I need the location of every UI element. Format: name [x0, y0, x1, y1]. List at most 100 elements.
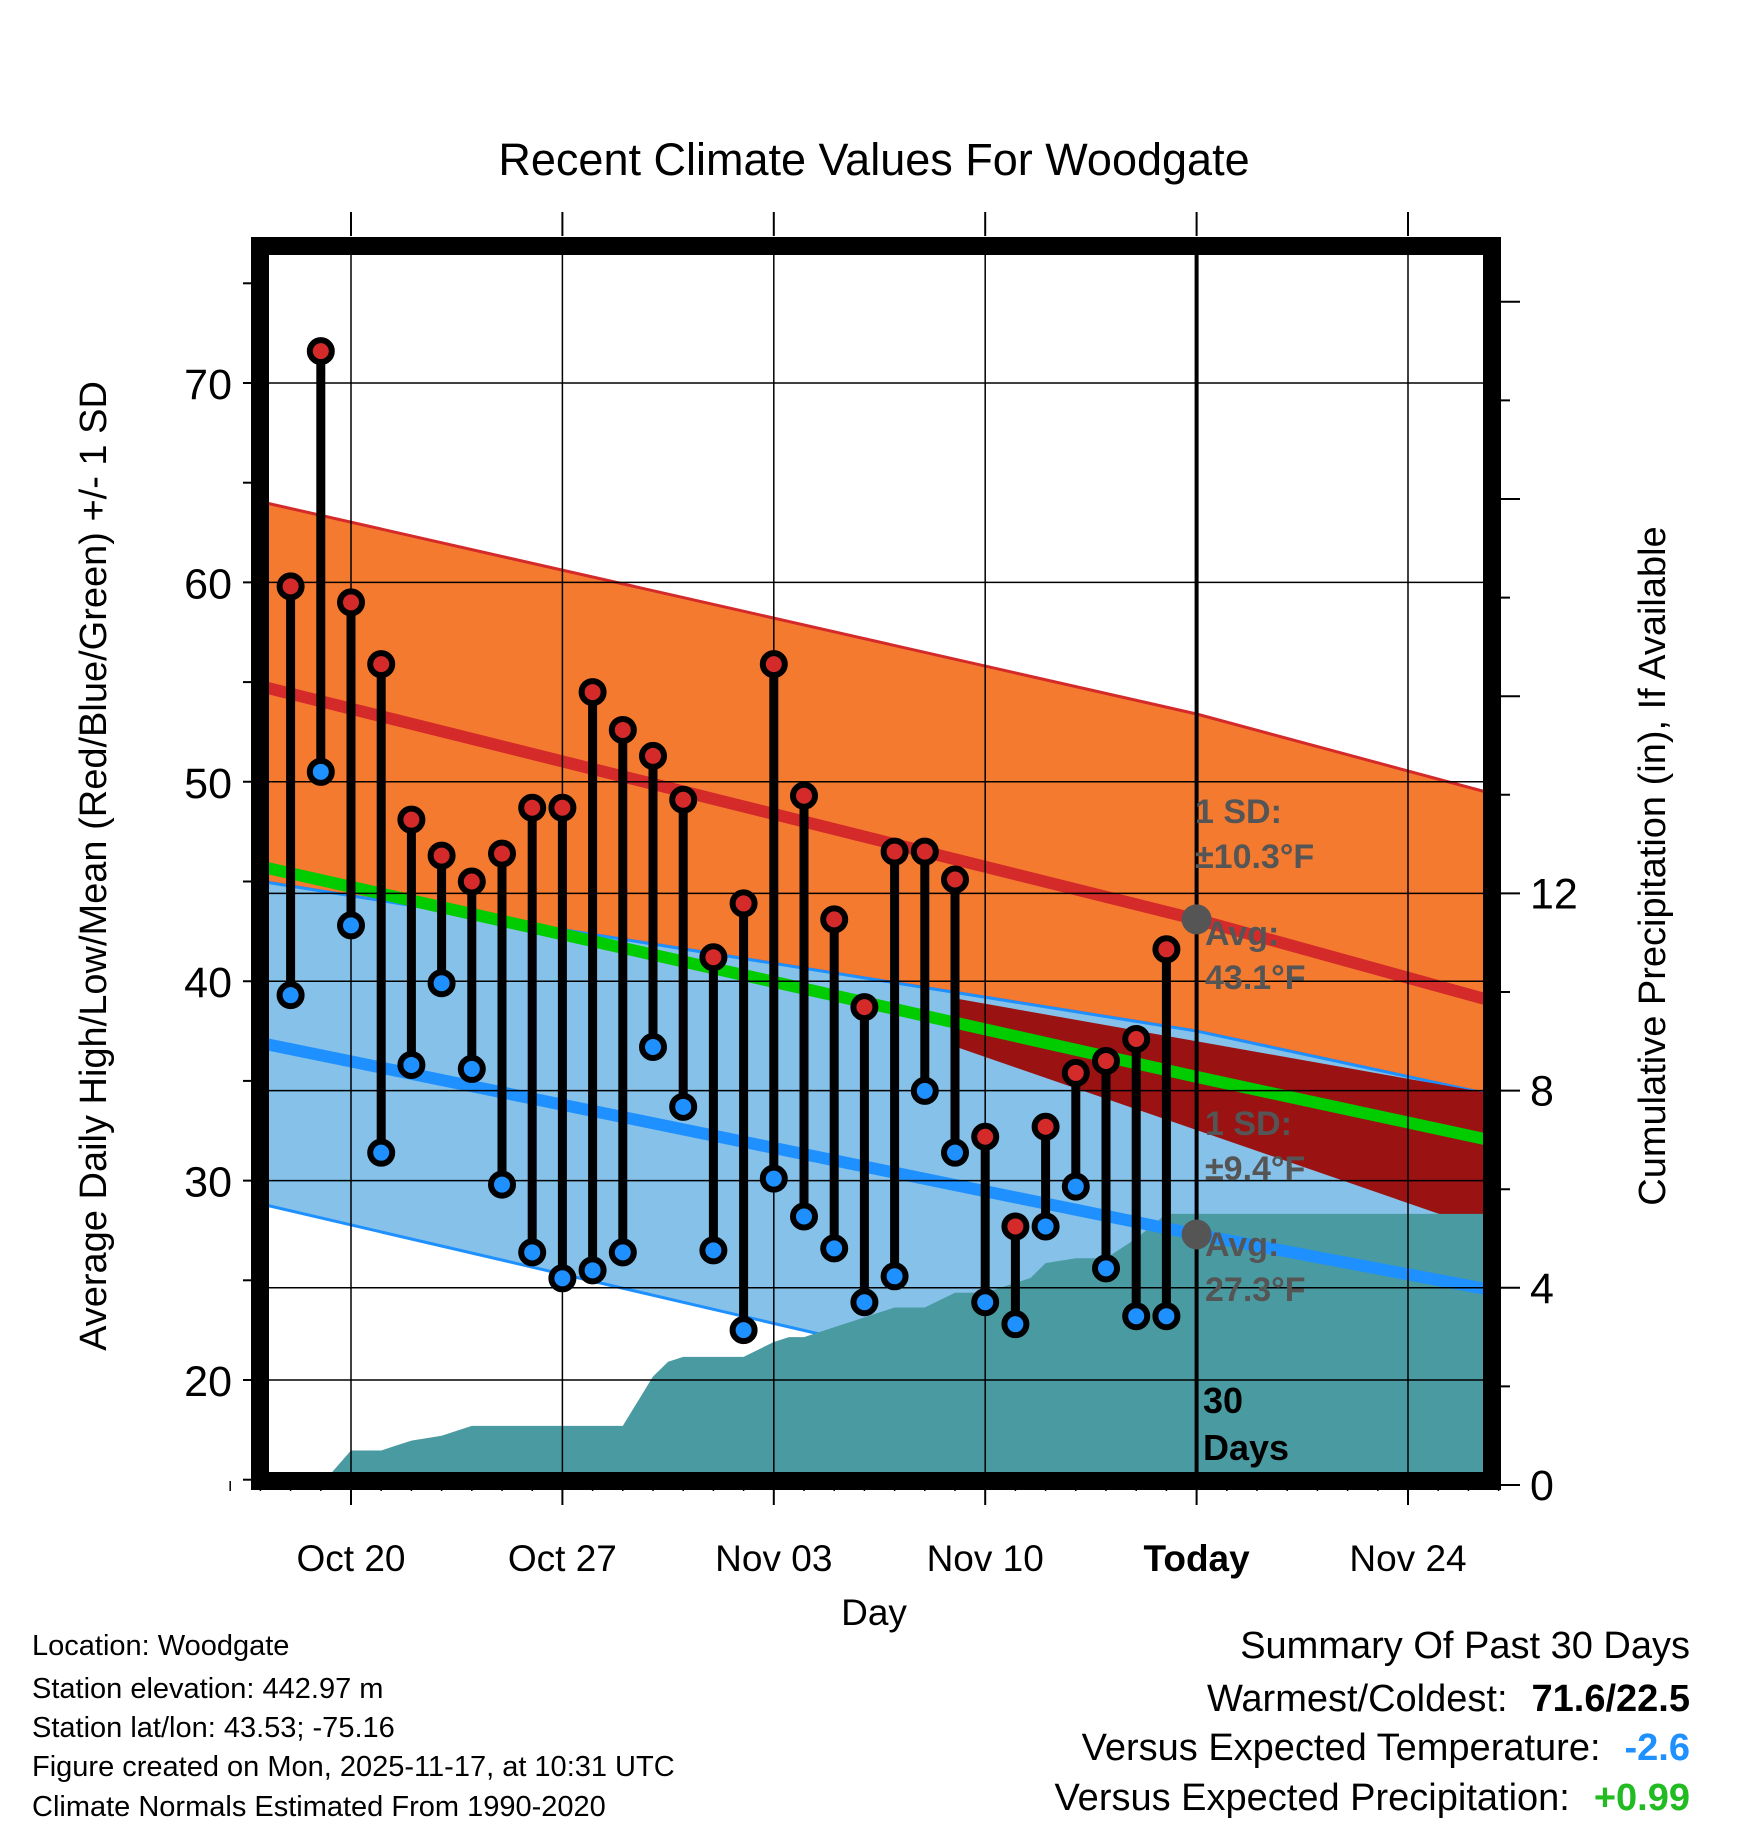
low-avg-label: Avg:	[1205, 1226, 1279, 1264]
high-temp-point	[427, 841, 456, 870]
high-temp-point	[1152, 935, 1181, 964]
high-temp-point	[548, 793, 577, 822]
low-sd-value: ±9.4°F	[1205, 1150, 1305, 1188]
high-sd-value: ±10.3°F	[1195, 838, 1314, 876]
summary-title-text: Summary Of Past 30 Days	[1240, 1625, 1690, 1667]
high-temp-point	[1122, 1025, 1151, 1054]
high-temp-point	[306, 337, 335, 366]
low-temp-point	[1031, 1212, 1060, 1241]
high-temp-point	[1031, 1112, 1060, 1141]
y2-tick-label: 8	[1530, 1068, 1554, 1116]
high-temp-point	[518, 793, 547, 822]
y-tick-label: 40	[184, 959, 232, 1007]
low-temp-point	[1001, 1310, 1030, 1339]
warmest-value: 71.6/22.5	[1531, 1678, 1690, 1720]
warmest-label: Warmest/Coldest:	[1206, 1678, 1508, 1720]
high-temp-point	[639, 741, 667, 770]
low-temp-point	[457, 1054, 486, 1083]
y2-tick-label: 4	[1530, 1265, 1554, 1313]
low-temp-point	[971, 1288, 1000, 1317]
precip-value: +0.99	[1593, 1777, 1690, 1819]
low-temp-point	[488, 1170, 516, 1199]
y-tick-label: 30	[184, 1159, 232, 1207]
summary-precip: Versus Expected Precipitation: +0.99	[1054, 1779, 1690, 1817]
figure-created: Figure created on Mon, 2025-11-17, at 10…	[32, 1751, 675, 1783]
x-tick-label: Nov 10	[927, 1538, 1044, 1579]
high-temp-point	[669, 785, 698, 814]
days-count-label: 30	[1203, 1380, 1243, 1421]
y-tick-label: 70	[184, 361, 232, 409]
high-temp-point	[941, 865, 969, 894]
days-unit-label: Days	[1203, 1427, 1289, 1468]
summary-warmest: Warmest/Coldest: 71.6/22.5	[1207, 1680, 1690, 1718]
station-location: Location: Woodgate	[32, 1630, 290, 1662]
summary-temp: Versus Expected Temperature: -2.6	[1082, 1729, 1690, 1767]
low-temp-point	[578, 1256, 607, 1285]
high-temp-point	[367, 650, 396, 679]
low-temp-point	[548, 1264, 577, 1293]
high-temp-point	[729, 889, 758, 918]
high-temp-point	[1092, 1046, 1120, 1075]
y-tick-label: 20	[184, 1358, 232, 1406]
low-temp-point	[820, 1234, 849, 1263]
high-temp-point	[910, 837, 939, 866]
high-sd-label: 1 SD:	[1195, 793, 1282, 831]
y-axis-label: Average Daily High/Low/Mean (Red/Blue/Gr…	[73, 381, 115, 1351]
chart-title: Recent Climate Values For Woodgate	[498, 134, 1249, 185]
high-temp-point	[488, 839, 516, 868]
low-temp-point	[729, 1316, 758, 1345]
station-elevation: Station elevation: 442.97 m	[32, 1673, 384, 1705]
y2-axis-label: Cumulative Precipitation (in), If Availa…	[1632, 526, 1674, 1205]
plot-area: 1 SD: ±10.3°F Avg: 43.1°F 1 SD: ±9.4°F Avg: 27.…	[184, 212, 1578, 1579]
y-tick-label: 60	[184, 560, 232, 608]
high-temp-point	[790, 781, 818, 810]
station-latlon: Station lat/lon: 43.53; -75.16	[32, 1712, 395, 1744]
low-temp-point	[367, 1138, 396, 1167]
low-temp-point	[1152, 1302, 1181, 1331]
low-temp-point	[1092, 1254, 1120, 1283]
y-tick-label: 50	[184, 760, 232, 808]
low-avg-today-marker	[1181, 1219, 1212, 1250]
high-temp-point	[1061, 1058, 1090, 1087]
low-sd-label: 1 SD:	[1205, 1105, 1292, 1143]
normals-period: Climate Normals Estimated From 1990-2020	[32, 1791, 606, 1823]
x-tick-label: Today	[1143, 1538, 1250, 1579]
low-temp-point	[850, 1288, 879, 1317]
y2-tick-label: 12	[1530, 870, 1578, 918]
x-tick-label: Nov 03	[715, 1538, 832, 1579]
high-temp-point	[397, 805, 426, 834]
x-tick-label: Oct 20	[297, 1538, 406, 1579]
high-avg-today-marker	[1181, 904, 1212, 935]
low-temp-point	[1061, 1172, 1090, 1201]
high-temp-point	[337, 588, 365, 617]
low-temp-point	[518, 1238, 547, 1267]
x-axis-label: Day	[841, 1592, 907, 1633]
low-temp-point	[699, 1236, 728, 1265]
high-temp-point	[276, 572, 305, 601]
plot-frame	[251, 237, 1501, 1490]
x-tick-label: Oct 27	[508, 1538, 617, 1579]
low-temp-point	[790, 1202, 818, 1231]
low-temp-point	[639, 1033, 667, 1062]
high-temp-point	[578, 678, 607, 707]
high-avg-value: 43.1°F	[1205, 959, 1306, 997]
low-temp-point	[941, 1138, 969, 1167]
x-tick-label: Nov 24	[1349, 1538, 1466, 1579]
low-avg-value: 27.3°F	[1205, 1271, 1306, 1309]
precip-label: Versus Expected Precipitation:	[1054, 1777, 1570, 1819]
high-temp-point	[457, 867, 486, 896]
low-temp-point	[397, 1050, 426, 1079]
low-temp-point	[608, 1238, 637, 1267]
high-temp-point	[699, 943, 728, 972]
y2-tick-label: 0	[1530, 1462, 1554, 1510]
low-temp-point	[306, 757, 335, 786]
low-temp-point	[276, 981, 305, 1010]
summary-title: Summary Of Past 30 Days	[1240, 1627, 1690, 1665]
low-temp-point	[669, 1092, 698, 1121]
high-temp-point	[608, 715, 637, 744]
high-avg-label: Avg:	[1205, 915, 1279, 953]
low-temp-point	[880, 1262, 909, 1291]
temp-value: -2.6	[1624, 1727, 1690, 1769]
high-temp-point	[850, 993, 879, 1022]
